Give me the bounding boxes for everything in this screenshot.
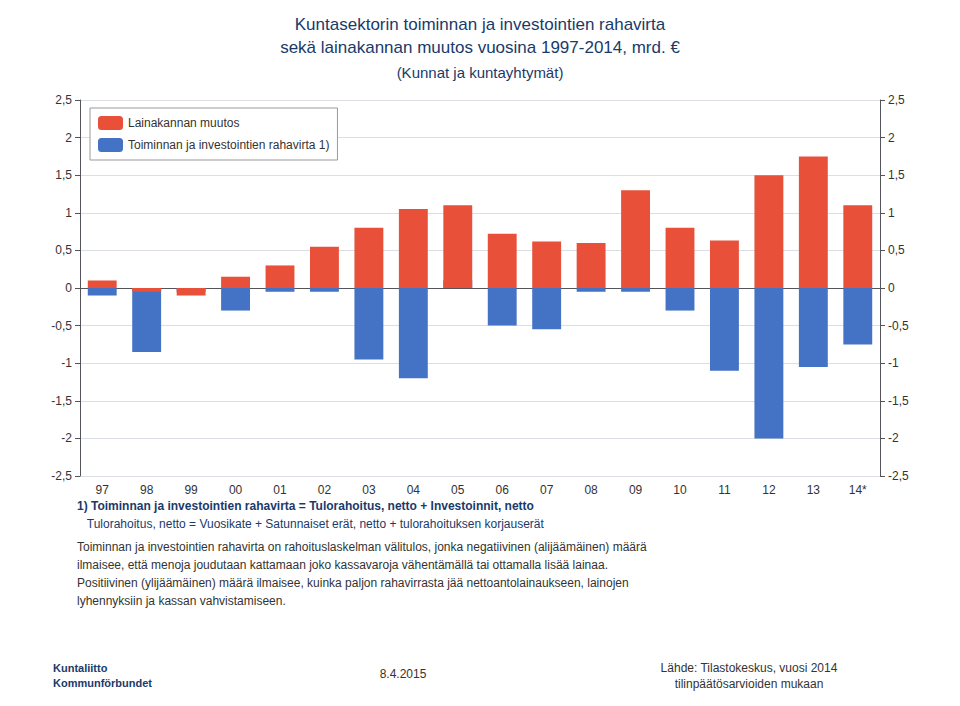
svg-text:-0,5: -0,5 — [51, 319, 72, 333]
svg-text:Toiminnan ja investointien rah: Toiminnan ja investointien rahavirta 1) — [128, 138, 329, 152]
svg-text:Lähde: Tilastokeskus, vuosi 20: Lähde: Tilastokeskus, vuosi 2014 — [661, 661, 838, 675]
svg-text:99: 99 — [184, 483, 198, 497]
svg-text:0,5: 0,5 — [55, 243, 72, 257]
svg-text:Kuntaliitto: Kuntaliitto — [53, 662, 108, 674]
svg-text:2,5: 2,5 — [55, 93, 72, 107]
svg-text:1: 1 — [65, 206, 72, 220]
svg-text:sekä lainakannan muutos vuosin: sekä lainakannan muutos vuosina 1997-201… — [280, 38, 680, 57]
svg-text:-1: -1 — [888, 356, 899, 370]
svg-text:1,5: 1,5 — [55, 168, 72, 182]
svg-text:06: 06 — [496, 483, 510, 497]
svg-text:2: 2 — [888, 131, 895, 145]
svg-text:02: 02 — [318, 483, 332, 497]
svg-text:0: 0 — [888, 281, 895, 295]
svg-text:Kuntasektorin toiminnan ja inv: Kuntasektorin toiminnan ja investointien… — [295, 15, 666, 34]
svg-text:13: 13 — [807, 483, 821, 497]
svg-text:1,5: 1,5 — [888, 168, 905, 182]
svg-text:(Kunnat ja kuntayhtymät): (Kunnat ja kuntayhtymät) — [397, 64, 564, 81]
svg-text:09: 09 — [629, 483, 643, 497]
svg-text:ilmaisee, että menoja joudutaa: ilmaisee, että menoja joudutaan kattamaa… — [77, 558, 608, 572]
svg-text:-0,5: -0,5 — [888, 319, 909, 333]
svg-text:-1,5: -1,5 — [888, 394, 909, 408]
svg-text:lyhennyksiin ja kassan vahvist: lyhennyksiin ja kassan vahvistamiseen. — [77, 594, 286, 608]
svg-text:Lainakannan muutos: Lainakannan muutos — [128, 116, 239, 130]
svg-text:Positiivinen (ylijäämäinen) mä: Positiivinen (ylijäämäinen) määrä ilmais… — [77, 576, 629, 590]
svg-text:-2,5: -2,5 — [888, 469, 909, 483]
svg-text:2,5: 2,5 — [888, 93, 905, 107]
svg-text:0: 0 — [65, 281, 72, 295]
svg-text:10: 10 — [673, 483, 687, 497]
svg-text:97: 97 — [96, 483, 110, 497]
svg-text:03: 03 — [362, 483, 376, 497]
svg-text:-2: -2 — [61, 431, 72, 445]
svg-text:14*: 14* — [849, 483, 867, 497]
svg-text:0,5: 0,5 — [888, 243, 905, 257]
svg-text:Toiminnan ja investointien rah: Toiminnan ja investointien rahavirta on … — [77, 540, 647, 554]
svg-text:2: 2 — [65, 131, 72, 145]
svg-text:tilinpäätösarvioiden mukaan: tilinpäätösarvioiden mukaan — [675, 677, 824, 691]
svg-text:04: 04 — [407, 483, 421, 497]
svg-text:8.4.2015: 8.4.2015 — [380, 667, 427, 681]
svg-text:08: 08 — [584, 483, 598, 497]
svg-text:1) Toiminnan ja investointien: 1) Toiminnan ja investointien rahavirta … — [77, 499, 534, 513]
svg-text:07: 07 — [540, 483, 554, 497]
svg-text:Kommunförbundet: Kommunförbundet — [53, 677, 152, 689]
svg-text:05: 05 — [451, 483, 465, 497]
svg-text:12: 12 — [762, 483, 776, 497]
svg-text:01: 01 — [273, 483, 287, 497]
svg-text:1: 1 — [888, 206, 895, 220]
svg-text:-1,5: -1,5 — [51, 394, 72, 408]
svg-text:11: 11 — [718, 483, 731, 497]
svg-text:00: 00 — [229, 483, 243, 497]
svg-text:-2,5: -2,5 — [51, 469, 72, 483]
svg-text:98: 98 — [140, 483, 154, 497]
svg-text:-2: -2 — [888, 431, 899, 445]
svg-text:Tulorahoitus, netto = Vuosikat: Tulorahoitus, netto = Vuosikate + Satunn… — [77, 517, 545, 531]
svg-text:-1: -1 — [61, 356, 72, 370]
